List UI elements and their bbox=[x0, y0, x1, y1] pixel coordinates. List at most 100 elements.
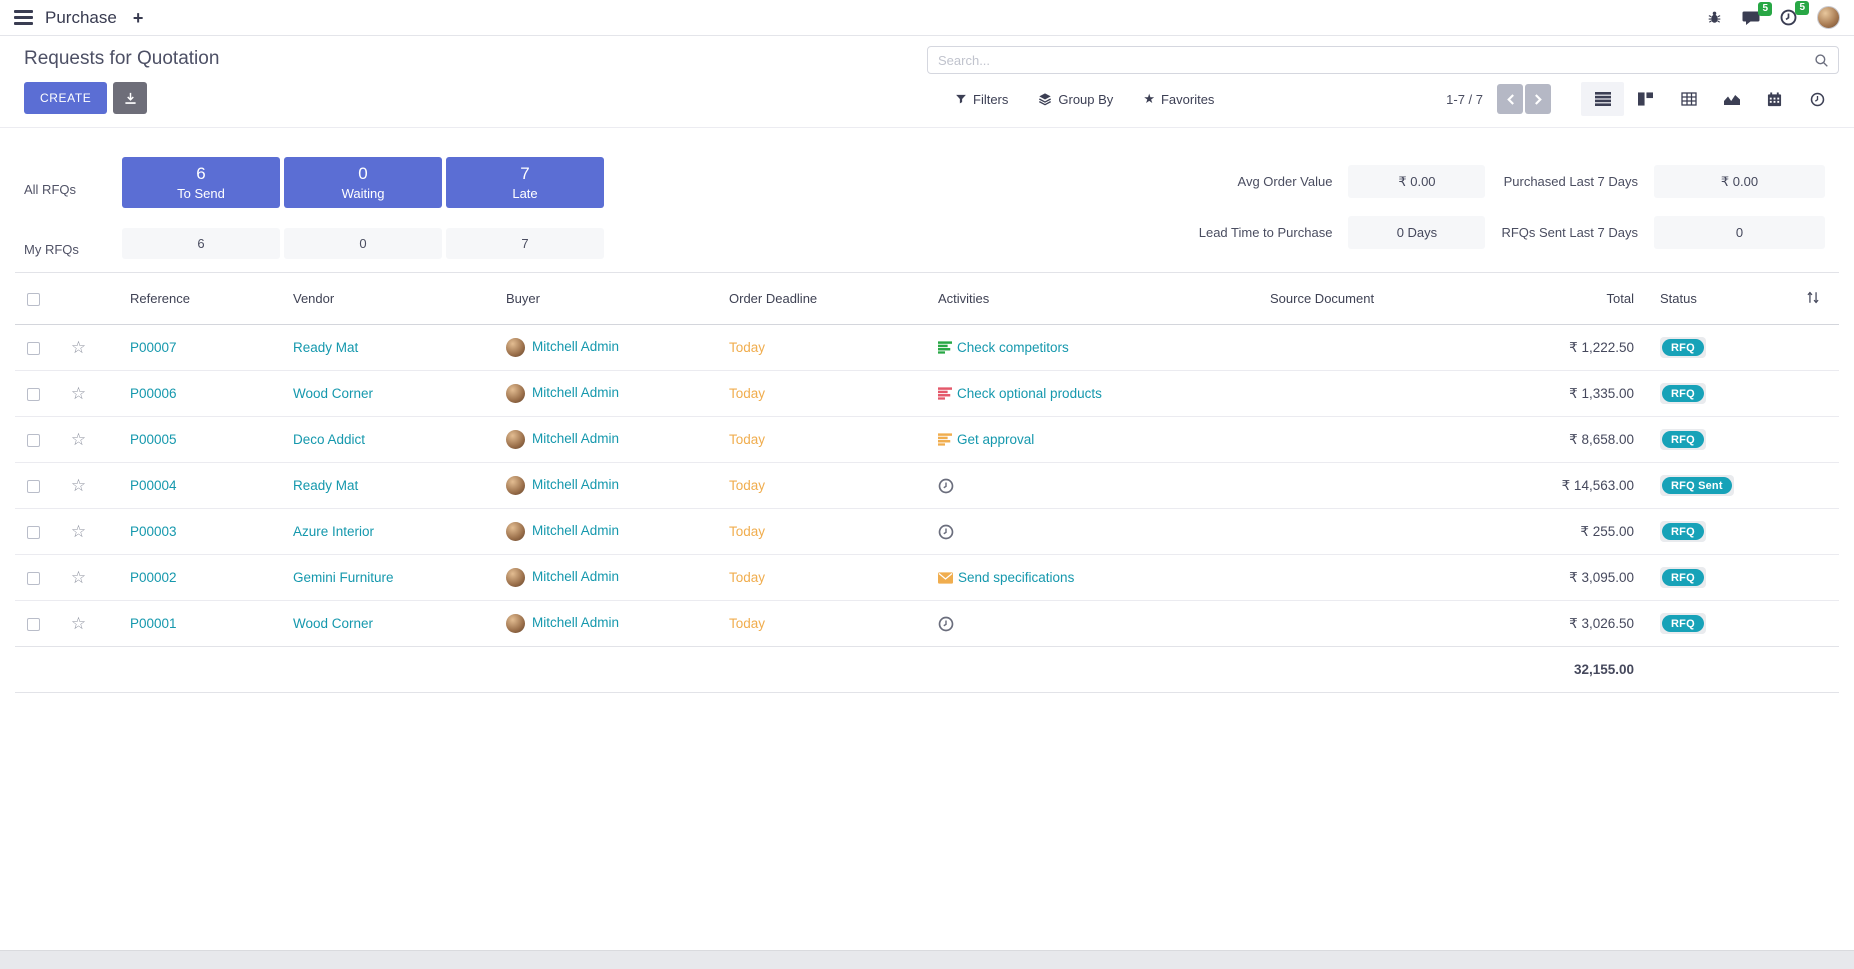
group-by-button[interactable]: Group By bbox=[1038, 91, 1113, 107]
header-vendor[interactable]: Vendor bbox=[269, 272, 482, 325]
order-deadline: Today bbox=[729, 432, 766, 447]
pager-previous-button[interactable] bbox=[1497, 84, 1523, 114]
rfqs-sent-last-7-days-label: RFQs Sent Last 7 Days bbox=[1501, 225, 1638, 240]
activity-clock-icon[interactable] bbox=[938, 478, 954, 494]
favorite-star-icon[interactable]: ☆ bbox=[70, 613, 87, 633]
vendor-link[interactable]: Gemini Furniture bbox=[293, 570, 394, 585]
vendor-link[interactable]: Wood Corner bbox=[293, 386, 374, 401]
my-late-count[interactable]: 7 bbox=[446, 227, 604, 259]
list-view-button[interactable] bbox=[1581, 82, 1624, 116]
header-order-deadline[interactable]: Order Deadline bbox=[705, 272, 914, 325]
hamburger-menu-icon[interactable] bbox=[14, 10, 33, 25]
search-icon[interactable] bbox=[1814, 53, 1838, 68]
tile-to-send[interactable]: 6 To Send bbox=[122, 157, 280, 208]
activity-list-icon[interactable] bbox=[938, 387, 952, 400]
table-row[interactable]: ☆ P00006 Wood Corner Mitchell Admin Toda… bbox=[15, 370, 1839, 417]
tile-late[interactable]: 7 Late bbox=[446, 157, 604, 208]
reference-link[interactable]: P00004 bbox=[130, 478, 177, 493]
header-reference[interactable]: Reference bbox=[106, 272, 269, 325]
row-checkbox[interactable] bbox=[26, 387, 40, 401]
select-all-checkbox[interactable] bbox=[26, 293, 40, 307]
reference-link[interactable]: P00002 bbox=[130, 570, 177, 585]
calendar-view-button[interactable] bbox=[1753, 82, 1796, 116]
row-checkbox[interactable] bbox=[26, 433, 40, 447]
table-row[interactable]: ☆ P00005 Deco Addict Mitchell Admin Toda… bbox=[15, 416, 1839, 463]
favorite-star-icon[interactable]: ☆ bbox=[70, 383, 87, 403]
activity-list-icon[interactable] bbox=[938, 433, 952, 446]
buyer-name[interactable]: Mitchell Admin bbox=[532, 523, 620, 539]
header-activities[interactable]: Activities bbox=[914, 272, 1204, 325]
favorite-star-icon[interactable]: ☆ bbox=[70, 567, 87, 587]
table-row[interactable]: ☆ P00007 Ready Mat Mitchell Admin Today … bbox=[15, 325, 1839, 371]
row-checkbox[interactable] bbox=[26, 525, 40, 539]
kanban-view-button[interactable] bbox=[1624, 82, 1667, 116]
header-source-document[interactable]: Source Document bbox=[1204, 272, 1400, 325]
favorite-star-icon[interactable]: ☆ bbox=[70, 521, 87, 541]
row-checkbox[interactable] bbox=[26, 571, 40, 585]
table-row[interactable]: ☆ P00002 Gemini Furniture Mitchell Admin… bbox=[15, 554, 1839, 601]
row-checkbox[interactable] bbox=[26, 341, 40, 355]
vendor-link[interactable]: Deco Addict bbox=[293, 432, 366, 447]
filters-button[interactable]: Filters bbox=[955, 91, 1008, 107]
vendor-link[interactable]: Ready Mat bbox=[293, 478, 359, 493]
favorites-button[interactable]: ★ Favorites bbox=[1143, 91, 1214, 107]
header-status[interactable]: Status bbox=[1636, 272, 1786, 325]
favorite-star-icon[interactable]: ☆ bbox=[70, 475, 87, 495]
user-avatar[interactable] bbox=[1817, 6, 1840, 29]
export-button[interactable] bbox=[113, 82, 148, 114]
activity-label[interactable]: Get approval bbox=[957, 432, 1035, 447]
lead-time-value[interactable]: 0 Days bbox=[1348, 216, 1486, 249]
activity-mail-icon[interactable] bbox=[938, 571, 953, 584]
purchased-last-7-days[interactable]: ₹ 0.00 bbox=[1654, 165, 1825, 198]
activity-view-button[interactable] bbox=[1796, 82, 1839, 116]
row-checkbox[interactable] bbox=[26, 479, 40, 493]
activity-clock-icon[interactable] bbox=[938, 524, 954, 540]
reference-link[interactable]: P00001 bbox=[130, 616, 177, 631]
table-row[interactable]: ☆ P00001 Wood Corner Mitchell Admin Toda… bbox=[15, 600, 1839, 647]
header-total[interactable]: Total bbox=[1400, 272, 1636, 325]
my-waiting-count[interactable]: 0 bbox=[284, 227, 442, 259]
avg-order-value[interactable]: ₹ 0.00 bbox=[1348, 165, 1486, 198]
app-name[interactable]: Purchase bbox=[45, 7, 117, 27]
debug-bug-icon[interactable] bbox=[1707, 10, 1722, 25]
buyer-name[interactable]: Mitchell Admin bbox=[532, 339, 620, 355]
topbar-right: 5 5 bbox=[1707, 1, 1840, 29]
header-buyer[interactable]: Buyer bbox=[482, 272, 705, 325]
activity-label[interactable]: Send specifications bbox=[958, 570, 1075, 585]
activity-list-icon[interactable] bbox=[938, 341, 952, 354]
reference-link[interactable]: P00007 bbox=[130, 340, 177, 355]
status-cell: RFQ Sent bbox=[1660, 474, 1734, 497]
reference-link[interactable]: P00003 bbox=[130, 524, 177, 539]
favorite-star-icon[interactable]: ☆ bbox=[70, 429, 87, 449]
table-row[interactable]: ☆ P00004 Ready Mat Mitchell Admin Today … bbox=[15, 462, 1839, 509]
buyer-name[interactable]: Mitchell Admin bbox=[532, 431, 620, 447]
optional-columns-icon[interactable] bbox=[1806, 291, 1820, 304]
table-row[interactable]: ☆ P00003 Azure Interior Mitchell Admin T… bbox=[15, 508, 1839, 555]
pivot-view-button[interactable] bbox=[1667, 82, 1710, 116]
my-to-send-count[interactable]: 6 bbox=[122, 227, 280, 259]
graph-view-button[interactable] bbox=[1710, 82, 1753, 116]
source-document-cell bbox=[1204, 371, 1400, 417]
activities-clock-icon[interactable]: 5 bbox=[1780, 1, 1809, 26]
search-input[interactable] bbox=[928, 52, 1814, 68]
buyer-name[interactable]: Mitchell Admin bbox=[532, 569, 620, 585]
pager-next-button[interactable] bbox=[1525, 84, 1551, 114]
vendor-link[interactable]: Ready Mat bbox=[293, 340, 359, 355]
create-button[interactable]: CREATE bbox=[24, 82, 108, 114]
reference-link[interactable]: P00005 bbox=[130, 432, 177, 447]
buyer-name[interactable]: Mitchell Admin bbox=[532, 477, 620, 493]
vendor-link[interactable]: Wood Corner bbox=[293, 616, 374, 631]
activity-label[interactable]: Check optional products bbox=[957, 386, 1102, 401]
buyer-name[interactable]: Mitchell Admin bbox=[532, 385, 620, 401]
new-tab-plus-icon[interactable]: + bbox=[132, 7, 144, 28]
vendor-link[interactable]: Azure Interior bbox=[293, 524, 375, 539]
buyer-name[interactable]: Mitchell Admin bbox=[532, 615, 620, 631]
row-checkbox[interactable] bbox=[26, 617, 40, 631]
tile-waiting[interactable]: 0 Waiting bbox=[284, 157, 442, 208]
rfqs-sent-last-7-days[interactable]: 0 bbox=[1654, 216, 1825, 249]
activity-clock-icon[interactable] bbox=[938, 616, 954, 632]
messages-icon[interactable]: 5 bbox=[1742, 1, 1772, 26]
reference-link[interactable]: P00006 bbox=[130, 386, 177, 401]
favorite-star-icon[interactable]: ☆ bbox=[70, 337, 87, 357]
activity-label[interactable]: Check competitors bbox=[957, 340, 1069, 355]
